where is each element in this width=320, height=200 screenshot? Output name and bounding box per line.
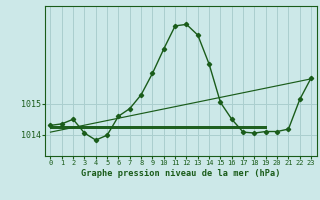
X-axis label: Graphe pression niveau de la mer (hPa): Graphe pression niveau de la mer (hPa) xyxy=(81,169,281,178)
